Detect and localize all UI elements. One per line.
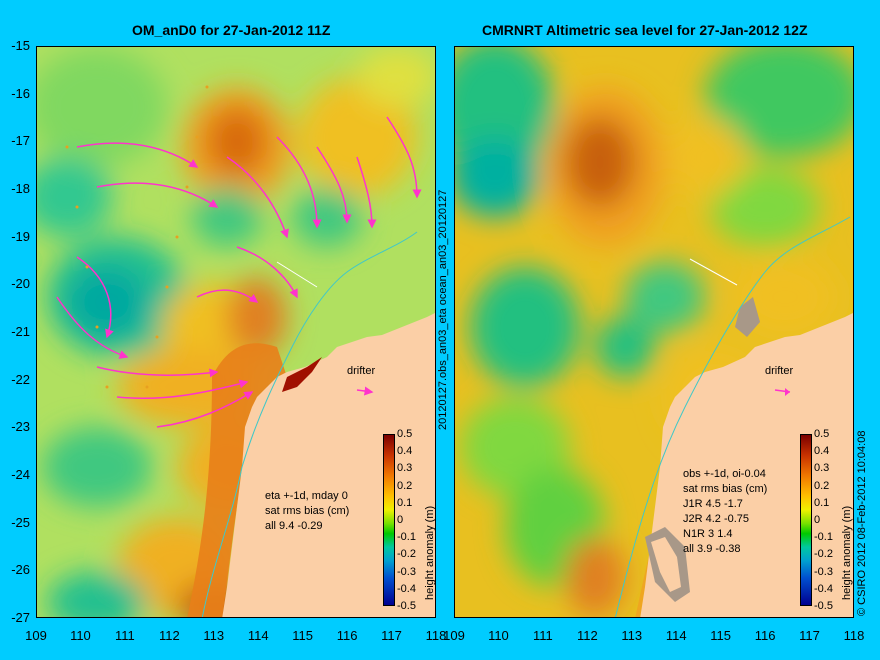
x-tick-label: 111 <box>532 628 553 643</box>
left-info-line: all 9.4 -0.29 <box>265 520 323 532</box>
colorbar-tick-label: -0.5 <box>814 600 833 612</box>
y-tick-label: -27 <box>11 610 30 625</box>
x-tick-label: 113 <box>203 628 225 643</box>
y-tick-label: -26 <box>11 562 30 578</box>
right-colorbar-label: height anomaly (m) <box>841 505 853 600</box>
x-tick-label: 117 <box>381 628 402 643</box>
x-tick-label: 116 <box>754 628 776 643</box>
colorbar-tick-label: 0 <box>814 514 821 526</box>
x-tick-label: 115 <box>292 628 314 643</box>
left-info-line: eta +-1d, mday 0 <box>265 490 348 502</box>
x-tick-label: 116 <box>336 628 358 643</box>
right-colorbar <box>800 434 812 606</box>
y-tick-label: -17 <box>11 133 30 149</box>
colorbar-tick-label: -0.2 <box>814 548 833 561</box>
colorbar-tick-label: 0.1 <box>814 496 830 509</box>
colorbar-tick-label: -0.4 <box>397 582 416 595</box>
left-info-line: sat rms bias (cm) <box>265 505 350 517</box>
x-tick-label: 118 <box>425 628 447 643</box>
colorbar-tick-label: 0.3 <box>814 462 830 475</box>
left-drifter-label: drifter <box>347 365 376 377</box>
y-tick-label: -19 <box>11 228 30 244</box>
right-info-line: obs +-1d, oi-0.04 <box>683 468 766 480</box>
left-map-field <box>37 47 435 617</box>
x-tick-label: 110 <box>488 628 509 643</box>
y-tick-label: -22 <box>11 371 30 387</box>
right-info-line: N1R 3 1.4 <box>683 528 733 540</box>
y-tick-label: -23 <box>11 419 30 435</box>
copyright-label: © CSIRO 2012 08-Feb-2012 10:04:08 <box>856 430 868 616</box>
colorbar-tick-label: 0.5 <box>814 428 830 440</box>
right-info-line: J1R 4.5 -1.7 <box>683 498 743 510</box>
colorbar-tick-label: -0.4 <box>814 582 833 595</box>
y-tick-label: -16 <box>11 85 30 101</box>
left-colorbar <box>383 434 395 606</box>
y-tick-label: -25 <box>11 514 30 530</box>
right-info-box: obs +-1d, oi-0.04 sat rms bias (cm) J1R … <box>683 467 767 557</box>
left-map-panel: drifter eta +-1d, mday 0 sat rms bias (c… <box>36 46 436 618</box>
colorbar-tick-label: -0.1 <box>397 531 416 544</box>
colorbar-tick-label: 0.2 <box>397 479 413 492</box>
right-drifter-label: drifter <box>765 365 794 377</box>
colorbar-tick-label: -0.3 <box>814 565 833 578</box>
y-tick-label: -24 <box>11 467 30 482</box>
x-tick-label: 114 <box>665 628 687 643</box>
right-panel-title: CMRNRT Altimetric sea level for 27-Jan-2… <box>482 22 808 38</box>
x-tick-label: 117 <box>799 628 820 643</box>
x-tick-label: 115 <box>710 628 732 643</box>
x-tick-label: 114 <box>247 628 269 643</box>
x-tick-label: 110 <box>70 628 91 643</box>
colorbar-tick-label: 0.3 <box>397 462 413 475</box>
right-map-panel: drifter obs +-1d, oi-0.04 sat rms bias (… <box>454 46 854 618</box>
colorbar-tick-label: 0 <box>397 514 404 526</box>
y-tick-label: -20 <box>11 276 30 292</box>
left-info-box: eta +-1d, mday 0 sat rms bias (cm) all 9… <box>265 489 349 534</box>
colorbar-tick-label: -0.3 <box>397 565 416 578</box>
y-tick-label: -15 <box>11 38 30 53</box>
left-colorbar-label: height anomaly (m) <box>424 505 436 600</box>
x-tick-label: 113 <box>621 628 643 643</box>
colorbar-tick-label: 0.4 <box>814 445 830 458</box>
x-tick-label: 109 <box>25 628 47 643</box>
x-tick-label: 118 <box>843 628 865 643</box>
colorbar-tick-label: -0.1 <box>814 531 833 544</box>
colorbar-tick-label: 0.4 <box>397 445 413 458</box>
right-info-line: sat rms bias (cm) <box>683 483 768 495</box>
x-tick-label: 111 <box>114 628 135 643</box>
left-panel-title: OM_anD0 for 27-Jan-2012 11Z <box>132 22 331 38</box>
colorbar-tick-label: 0.1 <box>397 496 413 509</box>
x-tick-label: 112 <box>576 628 598 643</box>
x-tick-label: 112 <box>158 628 180 643</box>
side-file-label: 20120127.obs_an03_eta ocean_an03_2012012… <box>437 189 449 430</box>
colorbar-tick-label: 0.5 <box>397 428 413 440</box>
right-map-field <box>455 47 853 617</box>
right-info-line: J2R 4.2 -0.75 <box>683 513 750 525</box>
y-tick-label: -18 <box>11 181 30 196</box>
colorbar-tick-label: -0.2 <box>397 548 416 561</box>
right-info-line: all 3.9 -0.38 <box>683 543 741 555</box>
colorbar-tick-label: -0.5 <box>397 600 416 612</box>
y-tick-label: -21 <box>11 324 30 339</box>
colorbar-tick-label: 0.2 <box>814 479 830 492</box>
x-tick-label: 109 <box>443 628 465 643</box>
